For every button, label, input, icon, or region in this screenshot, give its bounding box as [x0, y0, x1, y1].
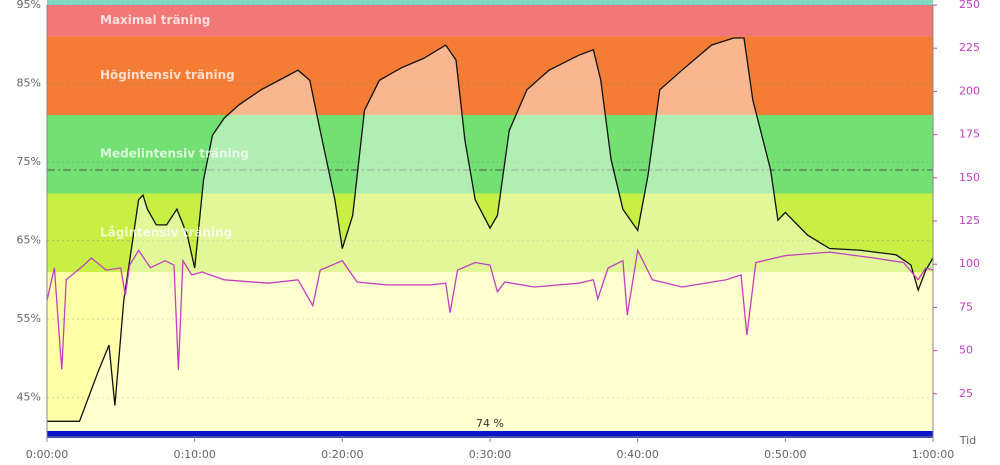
x-tick-label: 0:20:00	[321, 448, 363, 461]
y-tick-label: 65%	[17, 234, 41, 247]
zone-label: Maximal träning	[100, 13, 210, 27]
x-axis-label: Tid	[959, 434, 976, 447]
top-band	[47, 0, 933, 5]
line	[46, 248, 934, 371]
x-tick-label: 0:30:00	[469, 448, 511, 461]
y2-tick-label: 250	[959, 0, 980, 11]
y2-tick-label: 50	[959, 344, 973, 357]
y2-tick-label: 100	[959, 257, 980, 270]
zone-band	[47, 193, 933, 273]
y-tick-label: 85%	[17, 77, 41, 90]
y2-tick-label: 75	[959, 300, 973, 313]
y2-tick-label: 125	[959, 214, 980, 227]
zone-band	[47, 5, 933, 37]
zone-label: Lågintensiv träning	[100, 225, 232, 239]
y-tick-label: 45%	[17, 391, 41, 404]
line	[47, 37, 934, 422]
zone-label: Högintensiv träning	[100, 68, 235, 82]
average-label: 74 %	[476, 417, 504, 430]
y-tick-label: 95%	[17, 0, 41, 11]
x-tick-label: 0:00:00	[26, 448, 68, 461]
zone-band	[47, 36, 933, 115]
zone-label: Medelintensiv träning	[100, 147, 249, 161]
x-tick-label: 0:50:00	[764, 448, 806, 461]
y2-tick-label: 25	[959, 387, 973, 400]
y-tick-label: 55%	[17, 312, 41, 325]
zone-band	[47, 114, 933, 194]
y-tick-label: 75%	[17, 155, 41, 168]
x-tick-label: 1:00:00	[912, 448, 954, 461]
y2-tick-label: 150	[959, 171, 980, 184]
x-tick-label: 0:40:00	[616, 448, 658, 461]
y2-tick-label: 175	[959, 128, 980, 141]
average-bar	[47, 431, 933, 438]
x-tick-label: 0:10:00	[173, 448, 215, 461]
y2-tick-label: 200	[959, 84, 980, 97]
y2-tick-label: 225	[959, 41, 980, 54]
line-area	[47, 38, 933, 437]
